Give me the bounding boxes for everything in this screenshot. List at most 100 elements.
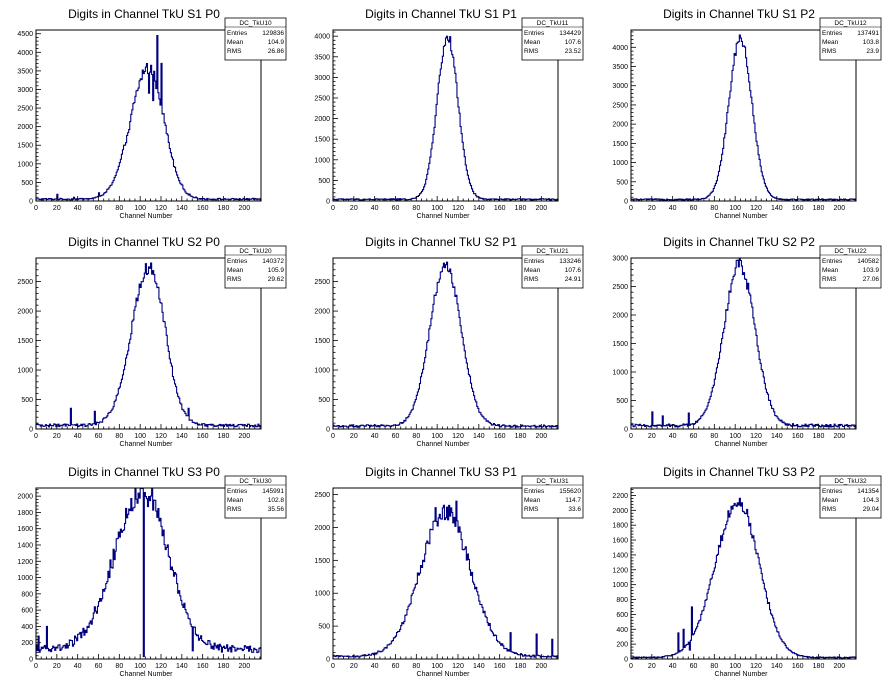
stats-name: DC_TkU31 xyxy=(536,478,569,485)
stats-box xyxy=(224,475,287,519)
stats-name: DC_TkU21 xyxy=(536,248,569,255)
x-tick-label: 40 xyxy=(371,663,379,670)
stats-value-entries: 140372 xyxy=(262,258,284,265)
y-tick-label: 500 xyxy=(318,397,330,404)
x-tick-label: 20 xyxy=(53,433,61,440)
y-tick-label: 2000 xyxy=(17,124,33,131)
x-tick-label: 160 xyxy=(197,205,209,212)
x-tick-label: 120 xyxy=(155,663,167,670)
histogram-panel-2: Digits in Channel TkU S1 P1 0 20 40 60 80 100 1… xyxy=(314,7,584,220)
panel-title: Digits in Channel TkU S3 P2 xyxy=(663,465,815,479)
plot-frame xyxy=(332,29,559,202)
x-tick-label: 180 xyxy=(515,205,527,212)
x-tick-label: 200 xyxy=(238,205,250,212)
x-tick-label: 120 xyxy=(750,433,762,440)
x-tick-label: 40 xyxy=(74,663,82,670)
x-tick-label: 0 xyxy=(629,663,633,670)
stats-label-entries: Entries xyxy=(524,488,545,495)
stats-value-entries: 155620 xyxy=(559,488,581,495)
stats-label-mean: Mean xyxy=(822,497,839,504)
x-tick-label: 200 xyxy=(535,433,547,440)
x-tick-label: 100 xyxy=(134,433,146,440)
x-tick-label: 200 xyxy=(833,663,845,670)
plot-frame xyxy=(35,487,262,660)
x-tick-label: 100 xyxy=(729,205,741,212)
x-tick-label: 40 xyxy=(74,433,82,440)
y-tick-label: 2500 xyxy=(612,284,628,291)
x-tick-label: 0 xyxy=(331,433,335,440)
y-tick-label: 1000 xyxy=(314,157,330,164)
x-tick-label: 60 xyxy=(690,663,698,670)
panel-title: Digits in Channel TkU S3 P0 xyxy=(68,465,220,479)
y-tick-label: 1500 xyxy=(314,558,330,565)
plot-frame xyxy=(630,29,857,202)
x-tick-label: 60 xyxy=(95,663,103,670)
y-tick-label: 1000 xyxy=(612,160,628,167)
stats-label-rms: RMS xyxy=(227,48,242,55)
y-tick-label: 3000 xyxy=(314,75,330,82)
x-tick-label: 20 xyxy=(648,663,656,670)
x-tick-label: 200 xyxy=(535,205,547,212)
y-tick-label: 500 xyxy=(616,179,628,186)
stats-label-mean: Mean xyxy=(524,497,541,504)
y-tick-label: 0 xyxy=(29,427,33,434)
x-tick-label: 140 xyxy=(473,663,485,670)
x-tick-label: 100 xyxy=(431,433,443,440)
stats-label-entries: Entries xyxy=(227,258,248,265)
x-tick-label: 60 xyxy=(95,205,103,212)
x-tick-label: 200 xyxy=(238,433,250,440)
stats-value-rms: 35.56 xyxy=(268,506,285,513)
x-tick-label: 180 xyxy=(515,433,527,440)
x-tick-label: 40 xyxy=(669,433,677,440)
x-tick-label: 120 xyxy=(750,663,762,670)
stats-label-entries: Entries xyxy=(524,30,545,37)
y-tick-label: 1000 xyxy=(17,575,33,582)
x-tick-label: 60 xyxy=(392,205,400,212)
y-tick-label: 500 xyxy=(21,397,33,404)
y-tick-label: 400 xyxy=(21,624,33,631)
x-tick-label: 200 xyxy=(535,663,547,670)
plot-frame xyxy=(630,487,857,660)
y-tick-label: 500 xyxy=(21,180,33,187)
x-tick-label: 0 xyxy=(34,433,38,440)
histogram-panel-7: Digits in Channel TkU S3 P0 0 20 40 60 80 100 1… xyxy=(17,465,287,678)
y-tick-label: 2500 xyxy=(17,106,33,113)
stats-name: DC_TkU11 xyxy=(537,20,569,27)
x-axis-label: Channel Number xyxy=(120,441,174,448)
x-tick-label: 160 xyxy=(792,205,804,212)
stats-value-entries: 141354 xyxy=(857,488,879,495)
x-tick-label: 180 xyxy=(813,205,825,212)
y-tick-label: 500 xyxy=(318,178,330,185)
stats-box xyxy=(521,245,584,289)
y-tick-label: 400 xyxy=(616,627,628,634)
stats-name: DC_TkU10 xyxy=(239,20,272,27)
x-tick-label: 60 xyxy=(392,433,400,440)
stats-name: DC_TkU12 xyxy=(834,20,867,27)
x-tick-label: 180 xyxy=(813,663,825,670)
y-tick-label: 0 xyxy=(624,199,628,206)
stats-box xyxy=(521,475,584,519)
panel-title: Digits in Channel TkU S3 P1 xyxy=(365,465,517,479)
stats-box xyxy=(819,475,882,519)
x-tick-label: 100 xyxy=(134,205,146,212)
x-tick-label: 60 xyxy=(690,205,698,212)
y-tick-label: 0 xyxy=(29,657,33,664)
x-axis-label: Channel Number xyxy=(715,671,769,678)
y-tick-label: 1000 xyxy=(314,368,330,375)
x-tick-label: 180 xyxy=(515,663,527,670)
panel-title: Digits in Channel TkU S1 P1 xyxy=(365,7,517,21)
x-tick-label: 200 xyxy=(833,205,845,212)
y-tick-label: 2000 xyxy=(17,494,33,501)
y-tick-label: 2500 xyxy=(314,492,330,499)
y-tick-label: 3500 xyxy=(612,64,628,71)
y-tick-label: 3500 xyxy=(314,54,330,61)
y-tick-label: 4000 xyxy=(17,50,33,57)
stats-value-rms: 33.6 xyxy=(568,506,581,513)
stats-value-rms: 29.04 xyxy=(863,506,880,513)
y-tick-label: 1800 xyxy=(17,510,33,517)
histogram-panel-6: Digits in Channel TkU S2 P2 0 20 40 60 80 100 1… xyxy=(612,235,882,448)
y-tick-label: 0 xyxy=(624,427,628,434)
x-tick-label: 180 xyxy=(218,205,230,212)
x-tick-label: 80 xyxy=(710,433,718,440)
stats-value-mean: 104.9 xyxy=(268,39,285,46)
